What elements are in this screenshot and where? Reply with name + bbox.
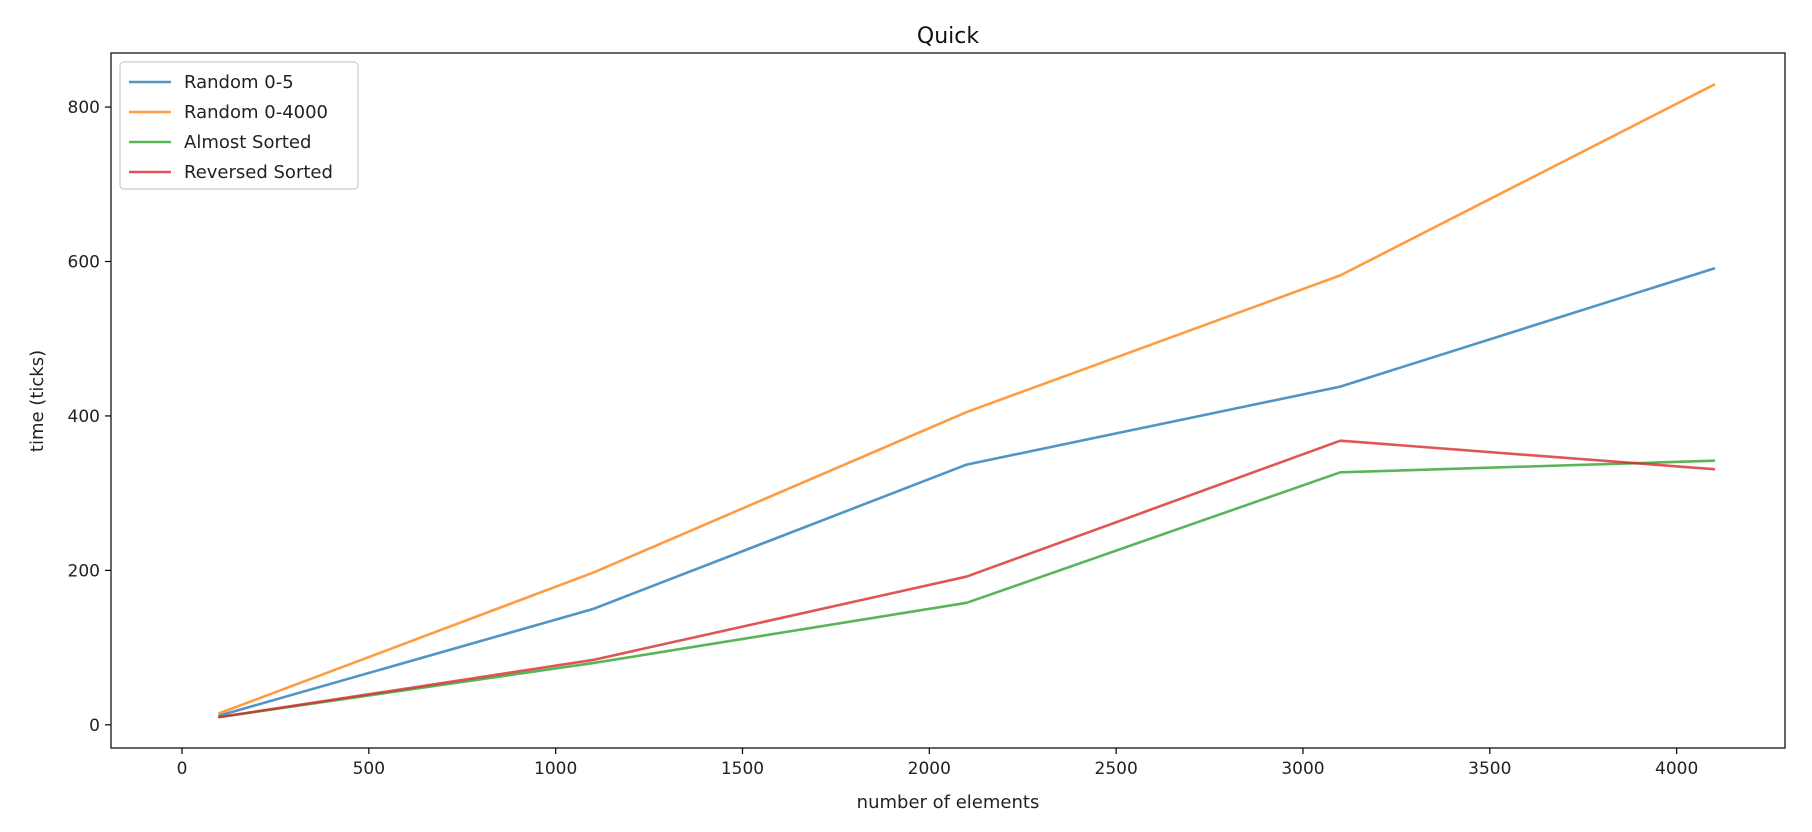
x-tick-label: 2000 [908,759,951,779]
x-tick-label: 0 [177,759,188,779]
x-tick-label: 4000 [1655,759,1698,779]
legend: Random 0-5 Random 0-4000 Almost Sorted Reve… [119,61,359,190]
x-tick-label: 2500 [1095,759,1138,779]
y-axis-label: time (ticks) [27,350,48,452]
x-axis: 0 500 1000 1500 2000 2500 3000 3500 4000 [177,748,1698,779]
series-line-almost-sorted [218,459,1716,719]
y-axis: 0 200 400 600 800 [68,98,111,736]
legend-box [119,61,359,190]
legend-label: Reversed Sorted [184,162,333,183]
y-tick-label: 600 [68,253,100,273]
chart-title: Quick [917,24,979,49]
series-layer [218,83,1716,719]
y-tick-label: 0 [89,716,100,736]
x-tick-label: 500 [353,759,385,779]
legend-label: Random 0-4000 [184,102,328,123]
x-tick-label: 3000 [1281,759,1324,779]
y-tick-label: 800 [68,98,100,118]
y-tick-label: 400 [68,407,100,427]
legend-label: Random 0-5 [184,72,294,93]
x-axis-label: number of elements [857,792,1040,813]
series-line-reversed-sorted [218,439,1716,719]
x-tick-label: 1500 [721,759,764,779]
legend-items: Random 0-5 Random 0-4000 Almost Sorted Reve… [129,72,333,183]
series-line-random-0-5 [218,267,1716,717]
legend-label: Almost Sorted [184,132,311,153]
series-line-random-0-4000 [218,83,1716,715]
y-tick-label: 200 [68,561,100,581]
x-tick-label: 3500 [1468,759,1511,779]
x-tick-label: 1000 [534,759,577,779]
plot-frame [110,52,1786,749]
